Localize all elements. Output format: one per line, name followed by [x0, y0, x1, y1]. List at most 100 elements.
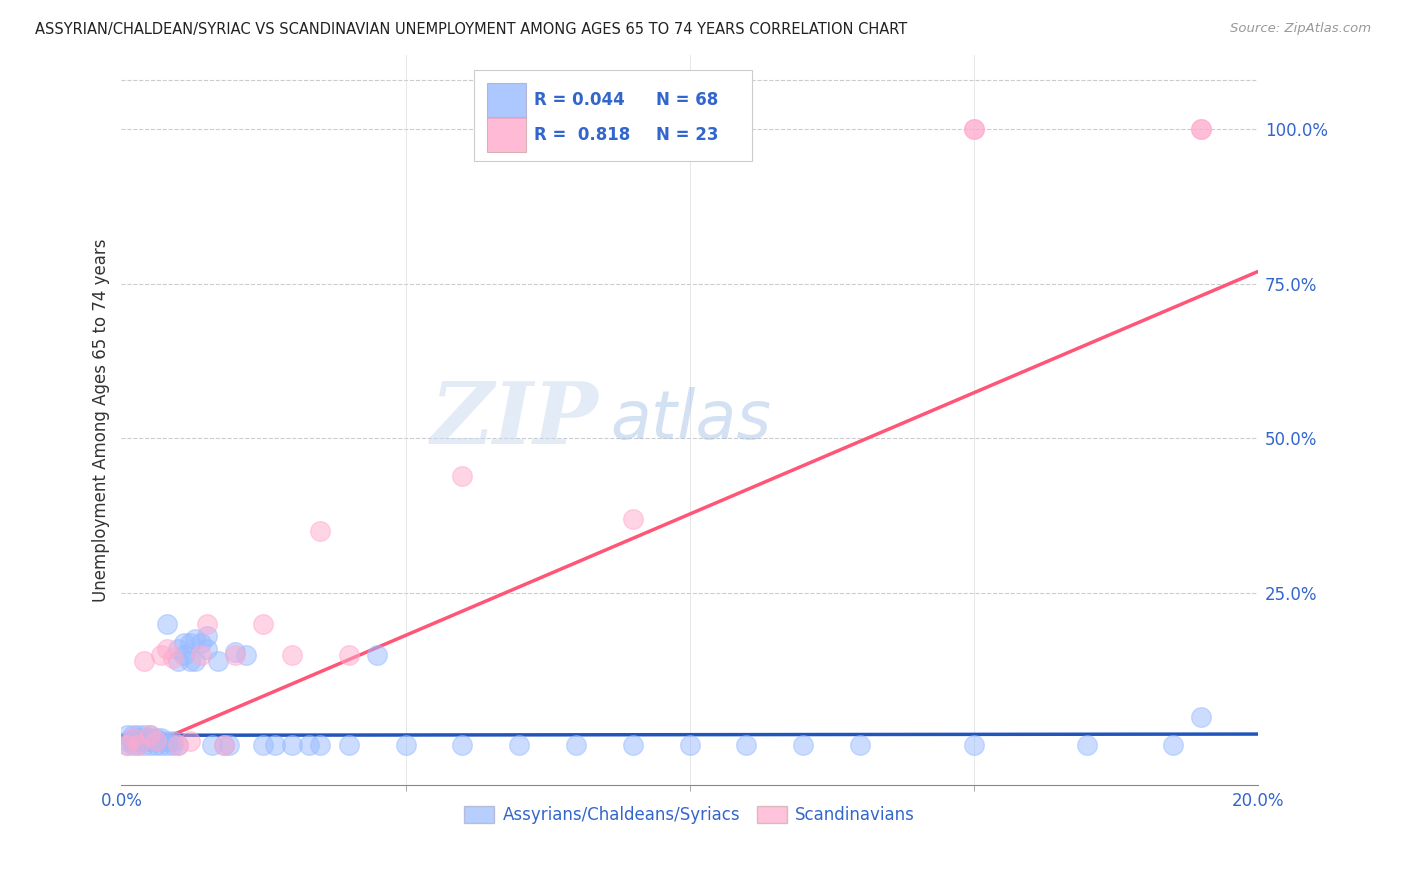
Point — [184, 654, 207, 668]
Point — [201, 738, 224, 752]
Point — [337, 738, 360, 752]
Point — [963, 122, 986, 136]
Point — [150, 648, 173, 662]
Point — [281, 738, 304, 752]
Point — [115, 734, 138, 748]
Text: R =  0.818: R = 0.818 — [534, 126, 630, 144]
Point — [139, 728, 162, 742]
Point — [150, 738, 173, 752]
Point — [162, 651, 184, 665]
Point — [224, 648, 246, 662]
Point — [281, 648, 304, 662]
Point — [565, 738, 588, 752]
Point — [139, 728, 162, 742]
Point — [184, 632, 207, 647]
Point — [508, 738, 530, 752]
Point — [218, 738, 240, 752]
Point — [963, 738, 986, 752]
Point — [451, 738, 474, 752]
Point — [127, 738, 149, 752]
Point — [849, 738, 872, 752]
Point — [309, 524, 332, 539]
Point — [621, 512, 644, 526]
Point — [735, 738, 758, 752]
Point — [252, 617, 274, 632]
Point — [115, 738, 138, 752]
Point — [145, 734, 167, 748]
Point — [167, 654, 190, 668]
Point — [394, 738, 416, 752]
Point — [1189, 122, 1212, 136]
Point — [156, 734, 179, 748]
Point — [173, 635, 195, 649]
Point — [309, 738, 332, 752]
Point — [127, 734, 149, 748]
Point — [190, 635, 212, 649]
Point — [207, 654, 229, 668]
FancyBboxPatch shape — [474, 70, 752, 161]
Text: R = 0.044: R = 0.044 — [534, 91, 624, 110]
Point — [212, 738, 235, 752]
Point — [127, 731, 149, 746]
Point — [1161, 738, 1184, 752]
Text: atlas: atlas — [610, 387, 772, 453]
Point — [121, 738, 143, 752]
Point — [115, 738, 138, 752]
Point — [127, 728, 149, 742]
Point — [150, 731, 173, 746]
Point — [621, 738, 644, 752]
Point — [1076, 738, 1098, 752]
Point — [121, 734, 143, 748]
Point — [963, 122, 986, 136]
Point — [139, 731, 162, 746]
Point — [127, 738, 149, 752]
Point — [1189, 710, 1212, 724]
Point — [179, 734, 201, 748]
Point — [156, 641, 179, 656]
Point — [173, 648, 195, 662]
Point — [134, 731, 156, 746]
Point — [252, 738, 274, 752]
Point — [179, 635, 201, 649]
Text: N = 68: N = 68 — [655, 91, 718, 110]
Point — [167, 738, 190, 752]
Point — [134, 728, 156, 742]
Legend: Assyrians/Chaldeans/Syriacs, Scandinavians: Assyrians/Chaldeans/Syriacs, Scandinavia… — [457, 799, 922, 831]
Point — [115, 728, 138, 742]
Point — [156, 738, 179, 752]
Point — [167, 641, 190, 656]
Point — [121, 731, 143, 746]
FancyBboxPatch shape — [488, 83, 526, 118]
FancyBboxPatch shape — [488, 117, 526, 153]
Point — [121, 731, 143, 746]
Point — [145, 734, 167, 748]
Point — [156, 617, 179, 632]
Point — [121, 728, 143, 742]
Point — [179, 654, 201, 668]
Point — [134, 738, 156, 752]
Point — [167, 738, 190, 752]
Point — [451, 468, 474, 483]
Y-axis label: Unemployment Among Ages 65 to 74 years: Unemployment Among Ages 65 to 74 years — [93, 238, 110, 602]
Point — [139, 738, 162, 752]
Point — [145, 731, 167, 746]
Point — [190, 648, 212, 662]
Point — [1189, 122, 1212, 136]
Point — [134, 734, 156, 748]
Point — [195, 641, 218, 656]
Point — [150, 734, 173, 748]
Point — [134, 654, 156, 668]
Point — [298, 738, 321, 752]
Point — [195, 617, 218, 632]
Text: Source: ZipAtlas.com: Source: ZipAtlas.com — [1230, 22, 1371, 36]
Point — [235, 648, 257, 662]
Point — [366, 648, 388, 662]
Point — [337, 648, 360, 662]
Point — [162, 734, 184, 748]
Text: ZIP: ZIP — [430, 378, 599, 462]
Text: ASSYRIAN/CHALDEAN/SYRIAC VS SCANDINAVIAN UNEMPLOYMENT AMONG AGES 65 TO 74 YEARS : ASSYRIAN/CHALDEAN/SYRIAC VS SCANDINAVIAN… — [35, 22, 907, 37]
Point — [212, 738, 235, 752]
Point — [145, 738, 167, 752]
Point — [263, 738, 285, 752]
Point — [162, 738, 184, 752]
